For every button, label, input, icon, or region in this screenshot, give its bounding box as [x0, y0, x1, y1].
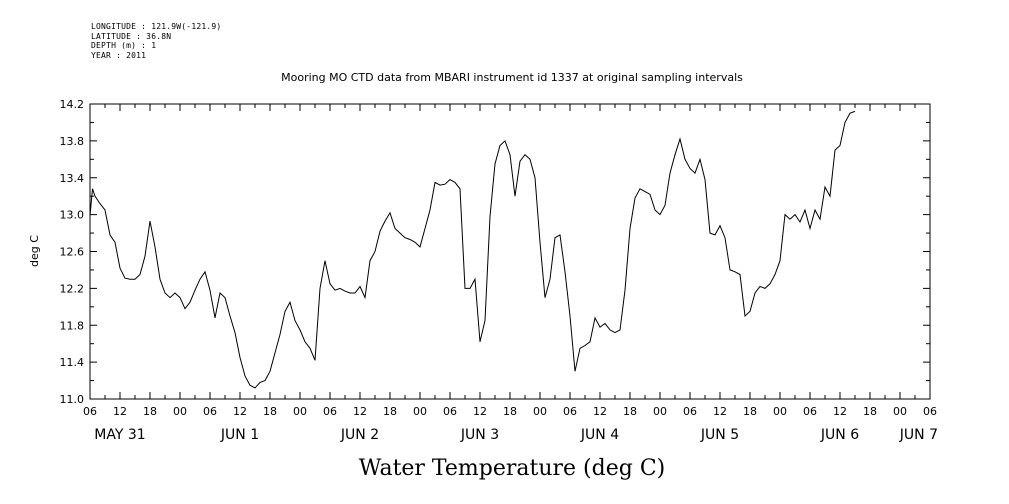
y-tick-label: 11.0 — [60, 393, 85, 406]
x-tick-label: 12 — [593, 405, 607, 418]
depth-text: DEPTH (m) : 1 — [91, 41, 157, 50]
station-metadata: LONGITUDE : 121.9W(-121.9) LATITUDE : 36… — [91, 22, 221, 60]
x-tick-label: 12 — [473, 405, 487, 418]
x-tick-label: 00 — [293, 405, 307, 418]
x-tick-label: 06 — [563, 405, 577, 418]
y-axis-label: deg C — [28, 235, 41, 267]
x-day-label: JUN 7 — [899, 427, 938, 443]
x-day-label: JUN 4 — [580, 427, 619, 443]
x-axis-title: Water Temperature (deg C) — [359, 456, 666, 481]
series-line-temperature — [89, 110, 856, 389]
x-tick-label: 06 — [203, 405, 217, 418]
x-tick-label: 06 — [83, 405, 97, 418]
y-tick-label: 13.0 — [60, 209, 85, 222]
plot-frame — [89, 103, 931, 400]
x-tick-label: 12 — [113, 405, 127, 418]
x-tick-label: 00 — [773, 405, 787, 418]
x-tick-label: 12 — [233, 405, 247, 418]
x-day-label: JUN 3 — [460, 427, 499, 443]
x-tick-label: 18 — [143, 405, 157, 418]
x-day-label: JUN 6 — [820, 427, 859, 443]
x-tick-label: 06 — [803, 405, 817, 418]
x-tick-label: 00 — [413, 405, 427, 418]
x-tick-label: 06 — [323, 405, 337, 418]
y-tick-label: 11.8 — [60, 319, 85, 332]
longitude-text: LONGITUDE : 121.9W(-121.9) — [91, 22, 222, 31]
y-tick-label: 12.2 — [60, 282, 85, 295]
y-tick-label: 13.8 — [60, 135, 85, 148]
x-tick-label: 00 — [653, 405, 667, 418]
x-tick-label: 18 — [863, 405, 877, 418]
y-tick-label: 12.6 — [60, 246, 85, 259]
x-tick-label: 00 — [893, 405, 907, 418]
x-day-label: JUN 2 — [340, 427, 379, 443]
x-tick-label: 18 — [743, 405, 757, 418]
x-tick-label: 06 — [923, 405, 937, 418]
x-tick-label: 12 — [713, 405, 727, 418]
year-text: YEAR : 2011 — [91, 50, 147, 60]
y-tick-label: 14.2 — [60, 98, 85, 111]
axes-group: 11.0 11.4 11.8 12.2 12.6 13.0 13.4 13.8 14.2 06 12… — [60, 98, 939, 443]
y-tick-label: 13.4 — [60, 172, 85, 185]
x-tick-label: 12 — [353, 405, 367, 418]
x-tick-label: 12 — [833, 405, 847, 418]
y-tick-label: 11.4 — [60, 356, 85, 369]
x-tick-label: 00 — [173, 405, 187, 418]
x-day-label: JUN 5 — [700, 427, 739, 443]
x-day-label: MAY 31 — [94, 427, 145, 443]
x-tick-label: 06 — [683, 405, 697, 418]
x-tick-label: 18 — [263, 405, 277, 418]
x-tick-label: 06 — [443, 405, 457, 418]
latitude-text: LATITUDE : 36.8N — [91, 31, 172, 41]
x-tick-label: 18 — [623, 405, 637, 418]
x-tick-label: 18 — [503, 405, 517, 418]
series-group — [89, 110, 856, 389]
x-tick-label: 18 — [383, 405, 397, 418]
chart-title: Mooring MO CTD data from MBARI instrumen… — [281, 71, 743, 84]
x-day-label: JUN 1 — [220, 427, 259, 443]
x-tick-label: 00 — [533, 405, 547, 418]
